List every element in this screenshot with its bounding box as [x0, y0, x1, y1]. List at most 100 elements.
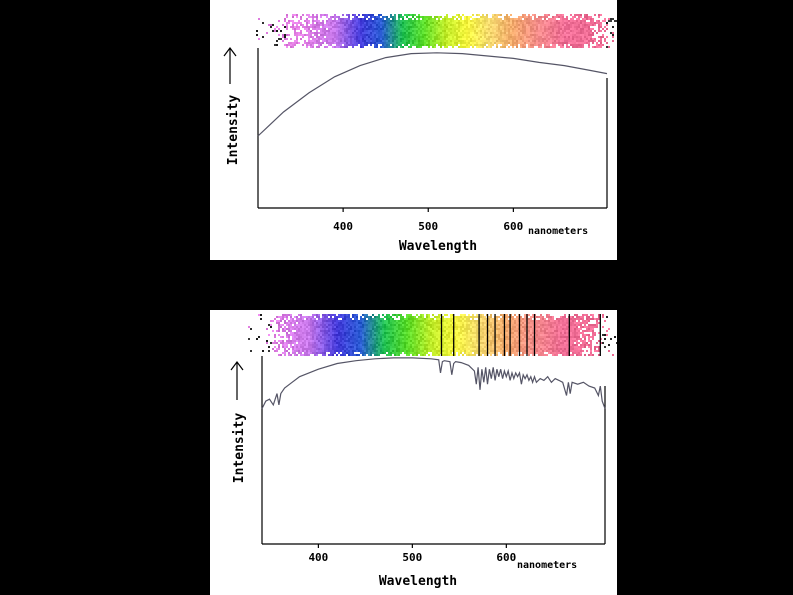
spectrum-speckle — [558, 36, 560, 38]
spectrum-speckle — [336, 330, 338, 332]
spectrum-speckle — [346, 24, 348, 26]
spectrum-speckle — [326, 40, 328, 42]
spectrum-speckle — [332, 330, 334, 332]
spectrum-speckle — [492, 18, 494, 20]
spectrum-speckle — [476, 28, 478, 30]
spectrum-speckle — [344, 336, 346, 338]
spectrum-speckle — [454, 318, 456, 320]
spectrum-speckle — [300, 314, 302, 316]
spectrum-speckle — [336, 38, 338, 40]
spectrum-speckle — [514, 34, 516, 36]
spectrum-speckle — [366, 26, 368, 28]
spectrum-speckle — [398, 324, 400, 326]
spectrum-speckle — [586, 30, 588, 32]
spectrum-speckle — [410, 330, 412, 332]
spectrum-speckle — [354, 342, 356, 344]
spectrum-speckle — [588, 18, 590, 20]
spectrum-speckle — [412, 14, 414, 16]
spectrum-speckle — [578, 28, 580, 30]
spectrum-speckle — [428, 40, 430, 42]
spectrum-speckle — [494, 30, 496, 32]
spectrum-speckle — [322, 42, 324, 44]
spectrum-speckle — [318, 46, 320, 48]
spectrum-speckle — [346, 332, 348, 334]
spectrum-speckle — [550, 38, 552, 40]
spectrum-speckle — [454, 340, 456, 342]
spectrum-speckle — [320, 22, 322, 24]
spectrum-speckle — [424, 24, 426, 26]
spectrum-speckle — [404, 22, 406, 24]
spectrum-speckle — [450, 344, 452, 346]
spectrum-speckle — [540, 42, 542, 44]
spectrum-speckle — [506, 344, 508, 346]
spectrum-speckle — [546, 22, 548, 24]
spectrum-speckle — [480, 34, 482, 36]
spectrum-speckle — [612, 18, 614, 20]
spectrum-speckle — [396, 22, 398, 24]
spectrum-speckle — [394, 350, 396, 352]
spectrum-speckle — [378, 348, 380, 350]
spectrum-speckle — [508, 22, 510, 24]
spectrum-speckle — [382, 24, 384, 26]
spectrum-speckle — [294, 348, 296, 350]
spectrum-speckle — [442, 348, 444, 350]
spectrum-speckle — [462, 336, 464, 338]
spectrum-speckle — [606, 24, 608, 26]
spectrum-speckle — [374, 34, 376, 36]
spectrum-speckle — [346, 348, 348, 350]
spectrum-speckle — [300, 352, 302, 354]
spectrum-speckle — [350, 336, 352, 338]
spectrum-speckle — [522, 352, 524, 354]
spectrum-speckle — [406, 14, 408, 16]
spectrum-speckle — [460, 40, 462, 42]
spectrum-speckle — [466, 20, 468, 22]
spectrum-speckle — [332, 340, 334, 342]
spectrum-speckle — [392, 318, 394, 320]
spectrum-speckle — [310, 336, 312, 338]
spectrum-speckle — [486, 14, 488, 16]
spectrum-speckle — [456, 40, 458, 42]
spectrum-speckle — [372, 20, 374, 22]
spectrum-speckle — [356, 336, 358, 338]
spectrum-speckle — [476, 38, 478, 40]
spectrum-speckle — [586, 14, 588, 16]
spectrum-speckle — [348, 16, 350, 18]
spectrum-speckle — [512, 24, 514, 26]
spectrum-speckle — [434, 354, 436, 356]
spectrum-speckle — [284, 44, 286, 46]
spectrum-speckle — [386, 354, 388, 356]
spectrum-speckle — [448, 328, 450, 330]
spectrum-speckle — [520, 316, 522, 318]
spectrum-speckle — [530, 352, 532, 354]
spectrum-speckle — [310, 344, 312, 346]
spectrum-speckle — [334, 18, 336, 20]
spectrum-speckle — [472, 26, 474, 28]
spectrum-speckle — [308, 20, 310, 22]
spectrum-speckle — [434, 30, 436, 32]
spectrum-speckle — [422, 346, 424, 348]
spectrum-speckle — [374, 330, 376, 332]
spectrum-speckle — [402, 342, 404, 344]
spectrum-speckle — [530, 22, 532, 24]
spectrum-speckle — [392, 336, 394, 338]
spectrum-speckle — [498, 344, 500, 346]
spectrum-speckle — [524, 28, 526, 30]
spectrum-speckle — [342, 40, 344, 42]
spectrum-speckle — [594, 46, 596, 48]
spectrum-speckle — [472, 328, 474, 330]
spectrum-speckle — [566, 38, 568, 40]
spectrum-speckle — [410, 324, 412, 326]
spectrum-speckle — [316, 36, 318, 38]
spectrum-speckle — [354, 350, 356, 352]
spectrum-speckle — [492, 328, 494, 330]
spectrum-speckle — [600, 38, 602, 40]
spectrum-speckle — [376, 322, 378, 324]
spectrum-speckle — [358, 40, 360, 42]
spectrum-speckle — [410, 348, 412, 350]
spectrum-speckle — [348, 34, 350, 36]
spectrum-speckle — [426, 338, 428, 340]
spectrum-speckle — [458, 342, 460, 344]
spectrum-speckle — [402, 36, 404, 38]
spectrum-speckle — [308, 324, 310, 326]
spectrum-speckle — [374, 336, 376, 338]
